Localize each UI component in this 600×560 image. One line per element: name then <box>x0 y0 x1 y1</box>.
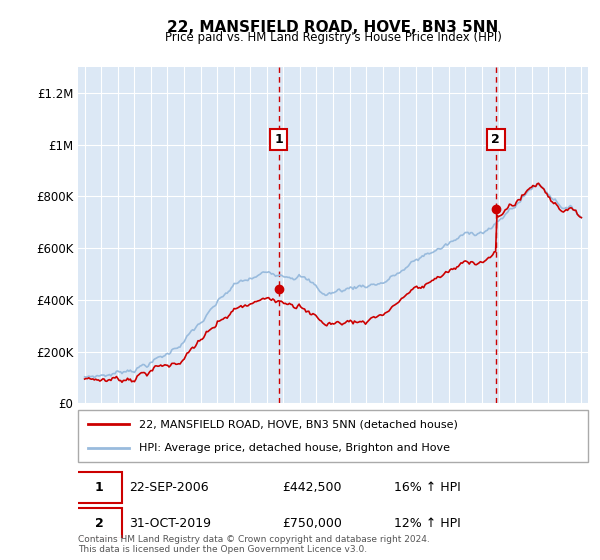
Text: 12% ↑ HPI: 12% ↑ HPI <box>394 517 461 530</box>
Text: 22, MANSFIELD ROAD, HOVE, BN3 5NN: 22, MANSFIELD ROAD, HOVE, BN3 5NN <box>167 20 499 35</box>
Text: £442,500: £442,500 <box>282 480 341 494</box>
Text: HPI: Average price, detached house, Brighton and Hove: HPI: Average price, detached house, Brig… <box>139 443 450 453</box>
Text: 22-SEP-2006: 22-SEP-2006 <box>129 480 209 494</box>
Text: Price paid vs. HM Land Registry's House Price Index (HPI): Price paid vs. HM Land Registry's House … <box>164 31 502 44</box>
Text: 2: 2 <box>95 517 103 530</box>
FancyBboxPatch shape <box>78 410 588 462</box>
Text: 31-OCT-2019: 31-OCT-2019 <box>129 517 211 530</box>
FancyBboxPatch shape <box>76 508 122 539</box>
Text: £750,000: £750,000 <box>282 517 342 530</box>
FancyBboxPatch shape <box>76 472 122 503</box>
Text: Contains HM Land Registry data © Crown copyright and database right 2024.
This d: Contains HM Land Registry data © Crown c… <box>78 535 430 554</box>
Text: 2: 2 <box>491 133 500 146</box>
Text: 22, MANSFIELD ROAD, HOVE, BN3 5NN (detached house): 22, MANSFIELD ROAD, HOVE, BN3 5NN (detac… <box>139 419 458 430</box>
Text: 1: 1 <box>95 480 103 494</box>
Text: 16% ↑ HPI: 16% ↑ HPI <box>394 480 461 494</box>
Text: 1: 1 <box>274 133 283 146</box>
